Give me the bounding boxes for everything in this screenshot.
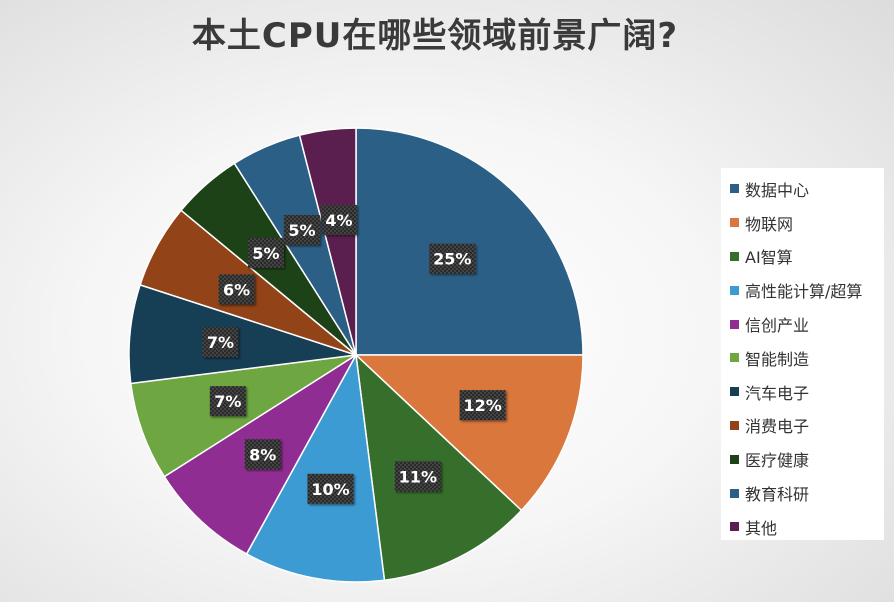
pie-slice-11 xyxy=(298,127,357,356)
data-label-text: 25% xyxy=(433,250,471,269)
legend-label: AI智算 xyxy=(745,248,793,268)
legend-item-6: 智能制造 xyxy=(721,341,884,375)
data-label-box xyxy=(307,473,354,504)
legend-label: 物联网 xyxy=(745,214,794,234)
legend-swatch xyxy=(730,387,739,397)
legend-swatch xyxy=(730,319,739,329)
data-label-11: 4% xyxy=(320,204,357,235)
data-label-text: 11% xyxy=(399,467,437,486)
data-label-box xyxy=(244,439,281,470)
legend-label: 消费电子 xyxy=(745,417,810,437)
data-label-text: 5% xyxy=(252,244,279,263)
legend-item-5: 信创产业 xyxy=(721,307,884,341)
legend-item-8: 消费电子 xyxy=(721,409,884,443)
legend-swatch xyxy=(730,353,739,363)
data-label-2: 12% xyxy=(459,390,506,421)
legend-item-10: 教育科研 xyxy=(721,476,884,510)
legend-label: 医疗健康 xyxy=(745,451,810,471)
data-label-3: 11% xyxy=(394,461,441,492)
data-label-text: 4% xyxy=(325,211,352,230)
legend-label: 数据中心 xyxy=(745,180,810,200)
legend-item-11: 其他 xyxy=(721,510,884,544)
data-label-4: 10% xyxy=(307,473,354,504)
legend-label: 高性能计算/超算 xyxy=(745,282,863,302)
legend-label: 信创产业 xyxy=(745,316,810,336)
data-label-box xyxy=(247,237,284,268)
data-label-text: 8% xyxy=(249,445,276,464)
legend: 数据中心物联网 AI智算高性能计算/超算 信创产业智能制造汽车电子消费电子医疗健康教… xyxy=(721,168,884,540)
legend-label: 汽车电子 xyxy=(745,383,810,403)
data-label-text: 10% xyxy=(311,480,349,499)
data-label-1: 25% xyxy=(429,243,476,274)
legend-swatch xyxy=(730,184,739,194)
data-label-5: 8% xyxy=(244,439,281,470)
data-label-box xyxy=(218,274,255,305)
data-label-text: 12% xyxy=(463,396,501,415)
data-label-text: 6% xyxy=(223,280,250,299)
data-label-box xyxy=(459,390,506,421)
legend-swatch xyxy=(730,218,739,228)
data-label-10: 5% xyxy=(283,215,320,246)
legend-item-9: 医疗健康 xyxy=(721,442,884,476)
data-label-9: 5% xyxy=(247,237,284,268)
chart-title: 本土CPU在哪些领域前景广阔? xyxy=(191,16,679,56)
pie-slice-2 xyxy=(354,354,584,512)
data-label-text: 5% xyxy=(288,221,315,240)
legend-swatch xyxy=(730,285,739,295)
legend-item-3: AI智算 xyxy=(721,240,884,274)
data-label-text: 7% xyxy=(214,392,241,411)
legend-swatch xyxy=(730,488,739,498)
legend-label: 教育科研 xyxy=(745,485,810,505)
pie-slice-1 xyxy=(355,127,584,356)
data-label-7: 7% xyxy=(202,327,239,358)
data-label-box xyxy=(429,243,476,274)
legend-swatch xyxy=(730,420,739,430)
data-label-box xyxy=(283,215,320,246)
data-label-box xyxy=(202,327,239,358)
legend-item-7: 汽车电子 xyxy=(721,375,884,409)
data-label-box xyxy=(320,204,357,235)
data-label-box xyxy=(209,386,246,417)
legend-swatch xyxy=(730,454,739,464)
legend-swatch xyxy=(730,251,739,261)
legend-item-4: 高性能计算/超算 xyxy=(721,273,884,307)
data-label-6: 7% xyxy=(209,386,246,417)
data-label-8: 6% xyxy=(218,274,255,305)
data-label-box xyxy=(394,461,441,492)
pie-slice-4 xyxy=(245,352,386,583)
legend-item-1: 数据中心 xyxy=(721,172,884,206)
data-label-text: 7% xyxy=(207,333,234,352)
legend-item-2: 物联网 xyxy=(721,206,884,240)
legend-swatch xyxy=(730,522,739,532)
legend-label: 其他 xyxy=(745,518,778,538)
legend-label: 智能制造 xyxy=(745,349,810,369)
